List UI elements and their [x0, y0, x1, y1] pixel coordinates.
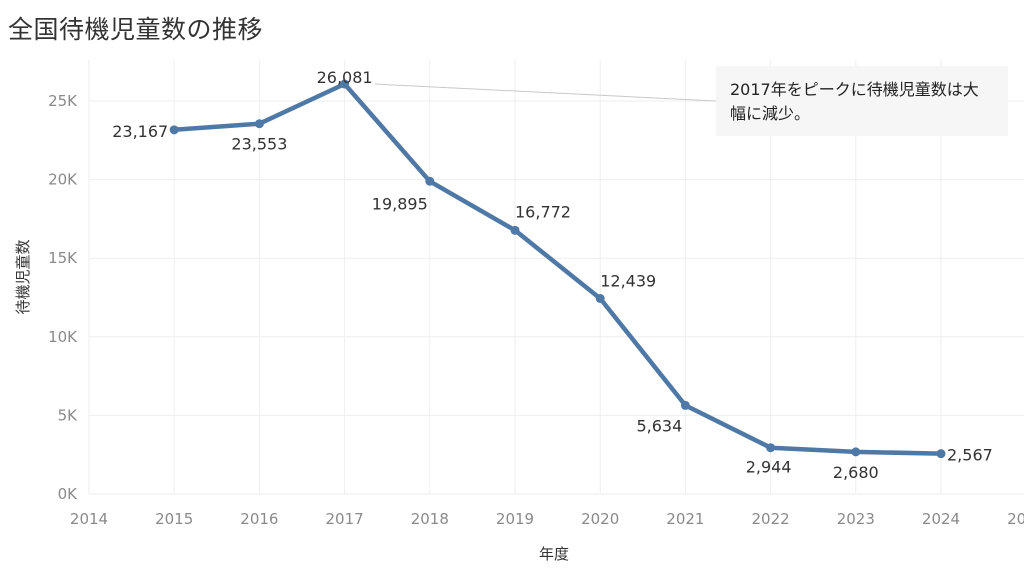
y-tick-label: 5K: [58, 406, 79, 424]
data-label: 5,634: [636, 416, 682, 435]
y-tick-label: 20K: [48, 171, 78, 189]
x-tick-label: 2014: [70, 510, 108, 528]
data-point: [936, 449, 946, 459]
data-label: 19,895: [372, 194, 428, 213]
data-point: [254, 119, 264, 129]
y-tick-label: 15K: [48, 249, 78, 267]
data-label: 16,772: [515, 202, 571, 221]
data-point: [425, 176, 435, 186]
data-point: [169, 125, 179, 135]
data-point: [510, 225, 520, 235]
data-label: 23,553: [231, 135, 287, 154]
annotation-leader-line: [374, 83, 717, 102]
data-label: 2,944: [746, 458, 792, 477]
y-axis-ticks: 0K 5K 10K 15K 20K 25K: [48, 92, 78, 503]
x-tick-label: 2025: [1007, 510, 1024, 528]
x-axis-title: 年度: [539, 545, 569, 563]
data-label: 2,680: [833, 463, 879, 482]
data-labels: 23,167 23,553 26,081 19,895 16,772 12,439 5,63…: [112, 68, 993, 482]
x-tick-label: 2023: [837, 510, 875, 528]
data-label: 12,439: [600, 271, 656, 290]
x-tick-label: 2016: [240, 510, 278, 528]
x-tick-label: 2018: [411, 510, 449, 528]
y-axis-title: 待機児童数: [14, 239, 32, 314]
data-points: [169, 79, 946, 459]
x-tick-label: 2020: [581, 510, 619, 528]
data-point: [595, 293, 605, 303]
series-line: [171, 81, 944, 456]
annotation-text-line-2: 幅に減少。: [730, 104, 811, 123]
data-point: [851, 447, 861, 457]
x-tick-label: 2019: [496, 510, 534, 528]
y-tick-label: 25K: [48, 92, 78, 110]
data-point: [766, 443, 776, 453]
y-tick-label: 10K: [48, 328, 78, 346]
annotation-text-line-1: 2017年をピークに待機児童数は大: [730, 80, 979, 99]
y-tick-label: 0K: [58, 485, 79, 503]
data-label: 23,167: [112, 122, 168, 141]
data-point: [680, 400, 690, 410]
annotation-box: 2017年をピークに待機児童数は大 幅に減少。: [716, 66, 1008, 136]
data-label: 26,081: [317, 68, 373, 87]
x-tick-label: 2024: [922, 510, 960, 528]
chart-title: 全国待機児童数の推移: [8, 15, 264, 44]
x-tick-label: 2022: [752, 510, 790, 528]
x-axis-ticks: 2014 2015 2016 2017 2018 2019 2020 2021 2022 2023…: [70, 510, 1024, 528]
data-point: [340, 79, 350, 89]
x-tick-label: 2015: [155, 510, 193, 528]
x-tick-label: 2017: [326, 510, 364, 528]
x-tick-label: 2021: [666, 510, 704, 528]
data-label: 2,567: [947, 446, 993, 465]
